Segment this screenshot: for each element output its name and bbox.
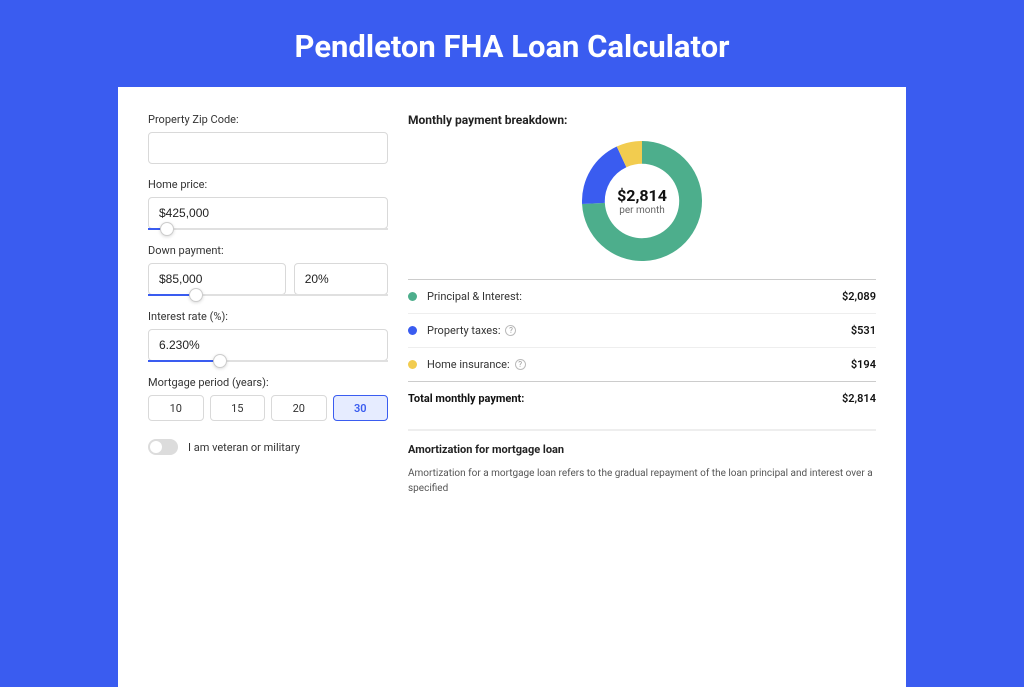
legend-row: Home insurance:?$194 — [408, 347, 876, 381]
help-icon[interactable]: ? — [515, 359, 526, 370]
legend-label: Principal & Interest: — [427, 290, 842, 303]
interest-rate-slider[interactable] — [148, 360, 388, 362]
down-payment-input[interactable] — [148, 263, 286, 295]
amortization-title: Amortization for mortgage loan — [408, 443, 876, 456]
donut-amount: $2,814 — [617, 186, 667, 205]
period-label: Mortgage period (years): — [148, 376, 388, 389]
legend-row: Principal & Interest:$2,089 — [408, 279, 876, 313]
zip-field: Property Zip Code: — [148, 113, 388, 164]
period-button-20[interactable]: 20 — [271, 395, 327, 421]
zip-input[interactable] — [148, 132, 388, 164]
legend-dot — [408, 326, 417, 335]
legend-value: $531 — [851, 324, 876, 337]
slider-thumb[interactable] — [213, 354, 227, 368]
slider-thumb[interactable] — [160, 222, 174, 236]
veteran-label: I am veteran or military — [188, 441, 300, 454]
divider — [408, 429, 876, 431]
help-icon[interactable]: ? — [505, 325, 516, 336]
legend-value: $194 — [851, 358, 876, 371]
legend: Principal & Interest:$2,089Property taxe… — [408, 279, 876, 381]
zip-label: Property Zip Code: — [148, 113, 388, 126]
amortization-text: Amortization for a mortgage loan refers … — [408, 466, 876, 496]
legend-label: Property taxes:? — [427, 324, 851, 337]
interest-rate-input[interactable] — [148, 329, 388, 361]
period-field: Mortgage period (years): 10152030 — [148, 376, 388, 421]
total-row: Total monthly payment: $2,814 — [408, 381, 876, 415]
period-button-15[interactable]: 15 — [210, 395, 266, 421]
page-title: Pendleton FHA Loan Calculator — [0, 0, 1024, 87]
legend-row: Property taxes:?$531 — [408, 313, 876, 347]
home-price-input[interactable] — [148, 197, 388, 229]
period-button-30[interactable]: 30 — [333, 395, 389, 421]
down-payment-slider[interactable] — [148, 294, 388, 296]
total-value: $2,814 — [842, 392, 876, 405]
calculator-card: Property Zip Code: Home price: Down paym… — [118, 87, 906, 687]
down-payment-label: Down payment: — [148, 244, 388, 257]
down-payment-pct-input[interactable] — [294, 263, 388, 295]
slider-thumb[interactable] — [189, 288, 203, 302]
toggle-knob — [150, 441, 162, 453]
breakdown-column: Monthly payment breakdown: $2,814 per mo… — [408, 113, 876, 661]
veteran-field: I am veteran or military — [148, 439, 388, 455]
down-payment-field: Down payment: — [148, 244, 388, 296]
period-button-10[interactable]: 10 — [148, 395, 204, 421]
home-price-slider[interactable] — [148, 228, 388, 230]
home-price-field: Home price: — [148, 178, 388, 230]
legend-value: $2,089 — [842, 290, 876, 303]
interest-rate-field: Interest rate (%): — [148, 310, 388, 362]
form-column: Property Zip Code: Home price: Down paym… — [148, 113, 388, 661]
total-label: Total monthly payment: — [408, 392, 842, 405]
legend-dot — [408, 292, 417, 301]
donut-sub: per month — [617, 205, 667, 216]
breakdown-title: Monthly payment breakdown: — [408, 113, 876, 127]
interest-rate-label: Interest rate (%): — [148, 310, 388, 323]
veteran-toggle[interactable] — [148, 439, 178, 455]
legend-label: Home insurance:? — [427, 358, 851, 371]
legend-dot — [408, 360, 417, 369]
home-price-label: Home price: — [148, 178, 388, 191]
donut-chart: $2,814 per month — [408, 141, 876, 261]
